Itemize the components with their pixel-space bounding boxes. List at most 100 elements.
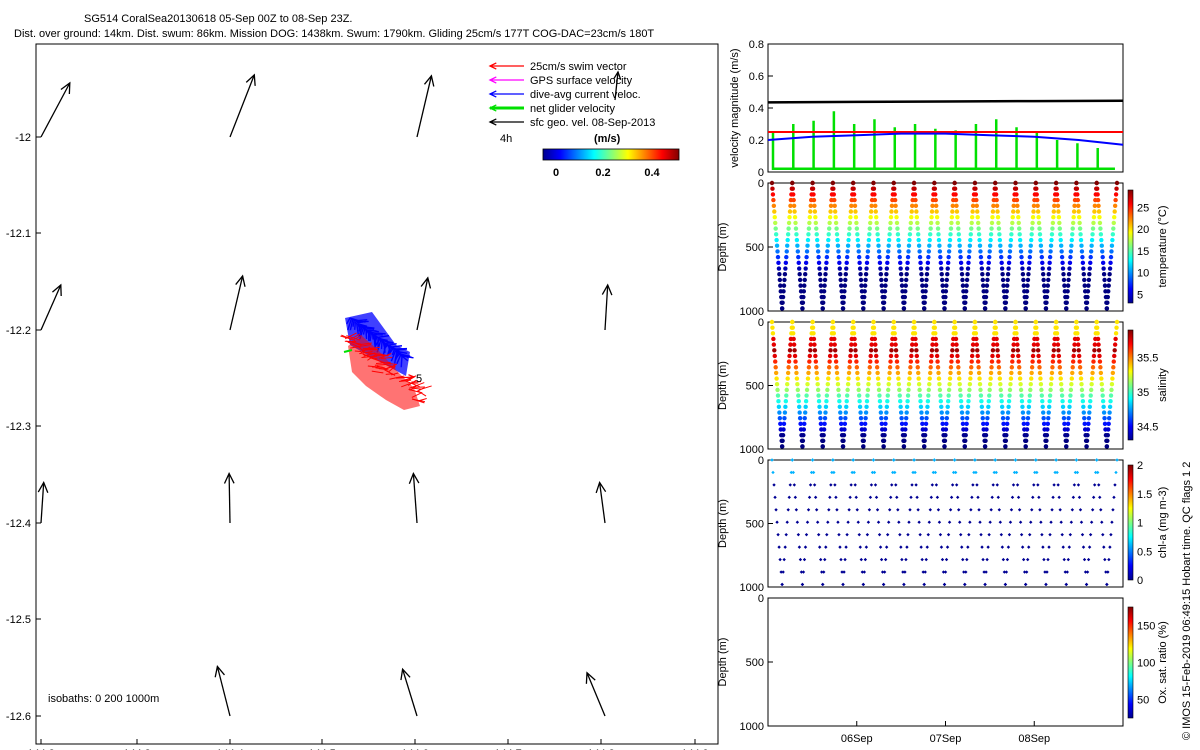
sal-point bbox=[805, 382, 810, 387]
depth-tick-label: 1000 bbox=[740, 582, 764, 594]
sal-point bbox=[957, 387, 963, 393]
temp-point bbox=[973, 186, 978, 191]
sal-point bbox=[1067, 404, 1072, 410]
sal-point bbox=[867, 370, 872, 376]
temp-point bbox=[835, 243, 841, 248]
temp-point bbox=[959, 266, 964, 271]
sal-point bbox=[1009, 370, 1014, 376]
sal-point bbox=[986, 399, 991, 404]
chl-point bbox=[960, 545, 964, 549]
sal-point bbox=[901, 444, 907, 449]
sal-point bbox=[1017, 370, 1022, 376]
sal-point bbox=[813, 359, 819, 364]
temp-point bbox=[911, 180, 917, 186]
sal-point bbox=[1077, 365, 1083, 370]
temp-point bbox=[824, 254, 830, 260]
chl-point bbox=[991, 483, 995, 487]
sal-point bbox=[1040, 399, 1045, 404]
temp-point bbox=[986, 260, 991, 266]
chl-point bbox=[1026, 557, 1030, 562]
temp-point bbox=[810, 180, 815, 186]
temp-point bbox=[1101, 272, 1107, 277]
sal-point bbox=[1029, 365, 1035, 370]
chl-point bbox=[919, 545, 923, 549]
colorbar-tick-temperature: 20 bbox=[1137, 224, 1149, 236]
temp-point bbox=[886, 237, 892, 243]
temp-point bbox=[777, 272, 782, 277]
chl-point bbox=[845, 532, 849, 537]
temp-point bbox=[1038, 237, 1043, 243]
sfc-vector bbox=[228, 473, 231, 524]
chl-point bbox=[911, 470, 915, 475]
sal-point bbox=[1099, 376, 1104, 381]
sal-point bbox=[955, 353, 960, 359]
temp-point bbox=[844, 260, 849, 266]
sfc-vector bbox=[416, 277, 429, 331]
temp-point bbox=[876, 243, 881, 248]
sal-point bbox=[1042, 432, 1048, 438]
temp-point bbox=[857, 260, 862, 266]
sal-point bbox=[934, 348, 939, 353]
sal-point bbox=[778, 427, 783, 432]
sal-point bbox=[877, 393, 882, 398]
temp-point bbox=[855, 237, 860, 243]
chl-point bbox=[931, 470, 936, 475]
sal-point bbox=[862, 421, 868, 427]
chl-point bbox=[893, 470, 897, 475]
temp-point bbox=[1025, 283, 1030, 288]
temp-point bbox=[808, 203, 813, 209]
temp-point bbox=[961, 294, 967, 300]
temp-point bbox=[815, 237, 820, 243]
temp-point bbox=[980, 277, 985, 283]
chl-point bbox=[1054, 458, 1058, 462]
temp-point bbox=[1001, 283, 1006, 288]
chl-point bbox=[792, 483, 797, 487]
temp-point bbox=[770, 192, 776, 197]
sal-point bbox=[797, 410, 802, 415]
chl-point bbox=[889, 495, 893, 500]
sal-point bbox=[864, 404, 869, 410]
sal-point bbox=[960, 421, 966, 427]
temp-point bbox=[956, 232, 961, 237]
sal-point bbox=[944, 421, 949, 427]
sal-point bbox=[815, 376, 820, 381]
sal-point bbox=[827, 353, 833, 359]
temp-point bbox=[852, 197, 857, 203]
sal-point bbox=[965, 404, 971, 410]
sal-point bbox=[936, 370, 941, 376]
temp-point bbox=[928, 226, 933, 231]
temp-point bbox=[935, 226, 941, 231]
sal-point bbox=[1023, 444, 1028, 449]
chl-point bbox=[879, 557, 884, 562]
temp-point bbox=[939, 272, 944, 277]
temp-point bbox=[1029, 226, 1035, 231]
chl-point bbox=[866, 520, 871, 524]
temp-point bbox=[1051, 215, 1056, 220]
temp-point bbox=[1043, 306, 1049, 311]
sal-point bbox=[1027, 399, 1032, 404]
chl-point bbox=[1008, 520, 1013, 524]
sal-point bbox=[838, 415, 843, 421]
depth-tick-label: 0 bbox=[758, 178, 764, 190]
sal-point bbox=[904, 415, 909, 421]
sal-point bbox=[1112, 342, 1118, 347]
sal-point bbox=[810, 319, 815, 325]
colorbar-label-chlorophyll: chl-a (mg m-3) bbox=[1157, 487, 1169, 559]
chl-point bbox=[793, 495, 798, 500]
sal-point bbox=[912, 325, 917, 330]
sal-point bbox=[993, 331, 999, 336]
sal-point bbox=[915, 359, 920, 364]
sal-point bbox=[775, 393, 781, 398]
profile-axes-chlorophyll bbox=[767, 459, 1124, 588]
temp-point bbox=[1033, 180, 1039, 186]
temp-point bbox=[955, 215, 960, 220]
chl-point bbox=[1092, 483, 1097, 487]
temp-point bbox=[795, 249, 801, 254]
temp-point bbox=[987, 243, 993, 248]
velocity-axes bbox=[767, 43, 1124, 173]
temp-point bbox=[1056, 215, 1062, 220]
sal-point bbox=[1101, 404, 1106, 410]
temp-point bbox=[990, 209, 996, 214]
temp-point bbox=[849, 203, 854, 209]
sal-point bbox=[1017, 365, 1022, 370]
